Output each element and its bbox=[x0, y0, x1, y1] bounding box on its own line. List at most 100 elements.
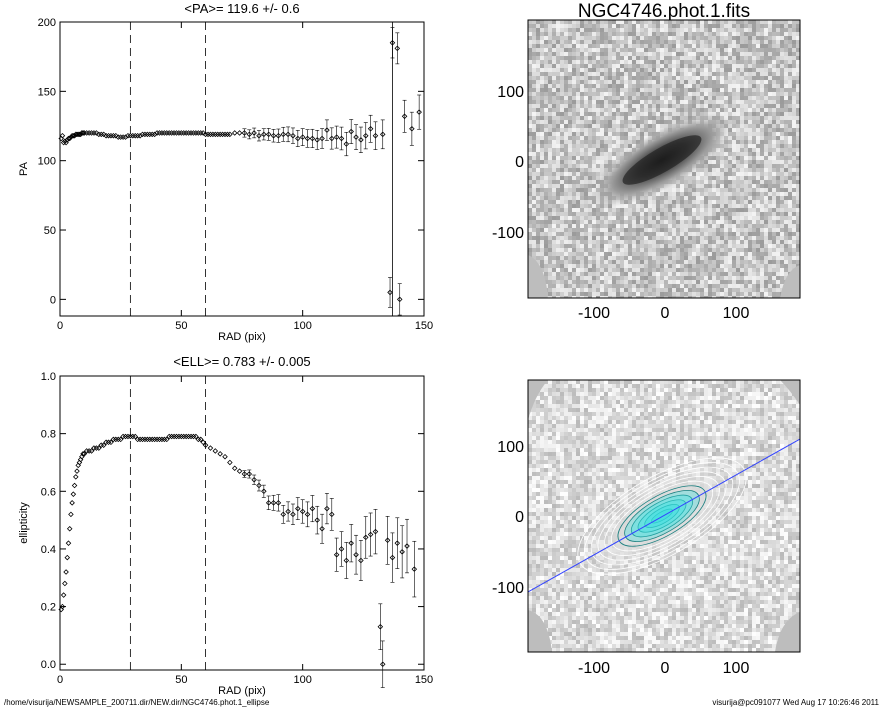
noise-pixel bbox=[604, 240, 608, 244]
noise-pixel bbox=[556, 256, 560, 260]
noise-pixel bbox=[796, 84, 800, 88]
noise-pixel bbox=[528, 124, 532, 128]
noise-pixel bbox=[592, 36, 596, 40]
noise-pixel bbox=[660, 68, 664, 72]
noise-pixel bbox=[740, 100, 744, 104]
fits-image-title: NGC4746.phot.1.fits bbox=[578, 1, 750, 22]
noise-pixel bbox=[536, 168, 540, 172]
noise-pixel bbox=[560, 76, 564, 80]
noise-pixel bbox=[628, 128, 632, 132]
noise-pixel bbox=[656, 256, 660, 260]
noise-pixel bbox=[744, 212, 748, 216]
noise-pixel bbox=[708, 208, 712, 212]
noise-pixel bbox=[572, 208, 576, 212]
noise-pixel bbox=[668, 24, 672, 28]
noise-pixel bbox=[660, 108, 664, 112]
noise-pixel bbox=[540, 100, 544, 104]
noise-pixel bbox=[752, 36, 756, 40]
noise-pixel bbox=[652, 128, 656, 132]
ell-x-tick-label: 50 bbox=[175, 674, 187, 686]
noise-pixel bbox=[580, 264, 584, 268]
noise-pixel bbox=[580, 260, 584, 264]
noise-pixel bbox=[740, 232, 744, 236]
noise-pixel bbox=[720, 36, 724, 40]
noise-pixel bbox=[644, 244, 648, 248]
noise-pixel bbox=[712, 272, 716, 276]
noise-pixel bbox=[764, 200, 768, 204]
noise-pixel bbox=[584, 164, 588, 168]
noise-pixel bbox=[612, 276, 616, 280]
noise-pixel bbox=[736, 168, 740, 172]
noise-pixel bbox=[696, 252, 700, 256]
noise-pixel bbox=[784, 252, 788, 256]
noise-pixel bbox=[540, 156, 544, 160]
noise-pixel bbox=[696, 80, 700, 84]
noise-pixel bbox=[724, 76, 728, 80]
noise-pixel bbox=[532, 240, 536, 244]
noise-pixel bbox=[548, 128, 552, 132]
noise-pixel bbox=[708, 164, 712, 168]
noise-pixel bbox=[592, 228, 596, 232]
noise-pixel bbox=[624, 92, 628, 96]
noise-pixel bbox=[784, 164, 788, 168]
noise-pixel bbox=[672, 212, 676, 216]
noise-pixel bbox=[560, 176, 564, 180]
noise-pixel bbox=[564, 80, 568, 84]
pa-data-point bbox=[71, 132, 78, 139]
noise-pixel bbox=[572, 220, 576, 224]
noise-pixel bbox=[580, 132, 584, 136]
noise-pixel bbox=[572, 172, 576, 176]
noise-pixel bbox=[644, 24, 648, 28]
noise-pixel bbox=[608, 248, 612, 252]
noise-pixel bbox=[584, 28, 588, 32]
noise-pixel bbox=[772, 52, 776, 56]
noise-pixel bbox=[668, 272, 672, 276]
noise-pixel bbox=[764, 44, 768, 48]
noise-pixel bbox=[588, 216, 592, 220]
noise-pixel bbox=[684, 92, 688, 96]
noise-pixel bbox=[680, 244, 684, 248]
noise-pixel bbox=[692, 76, 696, 80]
noise-pixel bbox=[612, 212, 616, 216]
noise-pixel bbox=[756, 188, 760, 192]
noise-pixel bbox=[624, 252, 628, 256]
noise-pixel bbox=[580, 56, 584, 60]
noise-pixel bbox=[684, 200, 688, 204]
noise-pixel bbox=[548, 180, 552, 184]
noise-pixel bbox=[596, 224, 600, 228]
noise-pixel bbox=[728, 20, 732, 24]
noise-pixel bbox=[764, 268, 768, 272]
noise-pixel bbox=[568, 224, 572, 228]
noise-pixel bbox=[560, 104, 564, 108]
noise-pixel bbox=[760, 84, 764, 88]
noise-pixel bbox=[740, 124, 744, 128]
noise-pixel bbox=[760, 124, 764, 128]
noise-pixel bbox=[796, 100, 800, 104]
noise-pixel bbox=[636, 112, 640, 116]
noise-pixel bbox=[576, 276, 580, 280]
noise-pixel bbox=[568, 20, 572, 24]
noise-pixel bbox=[692, 216, 696, 220]
noise-pixel bbox=[700, 184, 704, 188]
noise-pixel bbox=[652, 92, 656, 96]
noise-pixel bbox=[752, 84, 756, 88]
noise-pixel bbox=[612, 92, 616, 96]
noise-pixel bbox=[704, 220, 708, 224]
noise-pixel bbox=[692, 180, 696, 184]
noise-pixel bbox=[584, 32, 588, 36]
noise-pixel bbox=[644, 68, 648, 72]
noise-pixel bbox=[532, 32, 536, 36]
noise-pixel bbox=[776, 232, 780, 236]
noise-pixel bbox=[532, 76, 536, 80]
noise-pixel bbox=[560, 268, 564, 272]
noise-pixel bbox=[560, 248, 564, 252]
noise-pixel bbox=[556, 60, 560, 64]
ell-data-point bbox=[59, 603, 66, 610]
noise-pixel bbox=[568, 228, 572, 232]
noise-pixel bbox=[676, 188, 680, 192]
noise-pixel bbox=[576, 128, 580, 132]
noise-pixel bbox=[592, 148, 596, 152]
noise-pixel bbox=[624, 216, 628, 220]
noise-pixel bbox=[716, 64, 720, 68]
noise-pixel bbox=[744, 108, 748, 112]
